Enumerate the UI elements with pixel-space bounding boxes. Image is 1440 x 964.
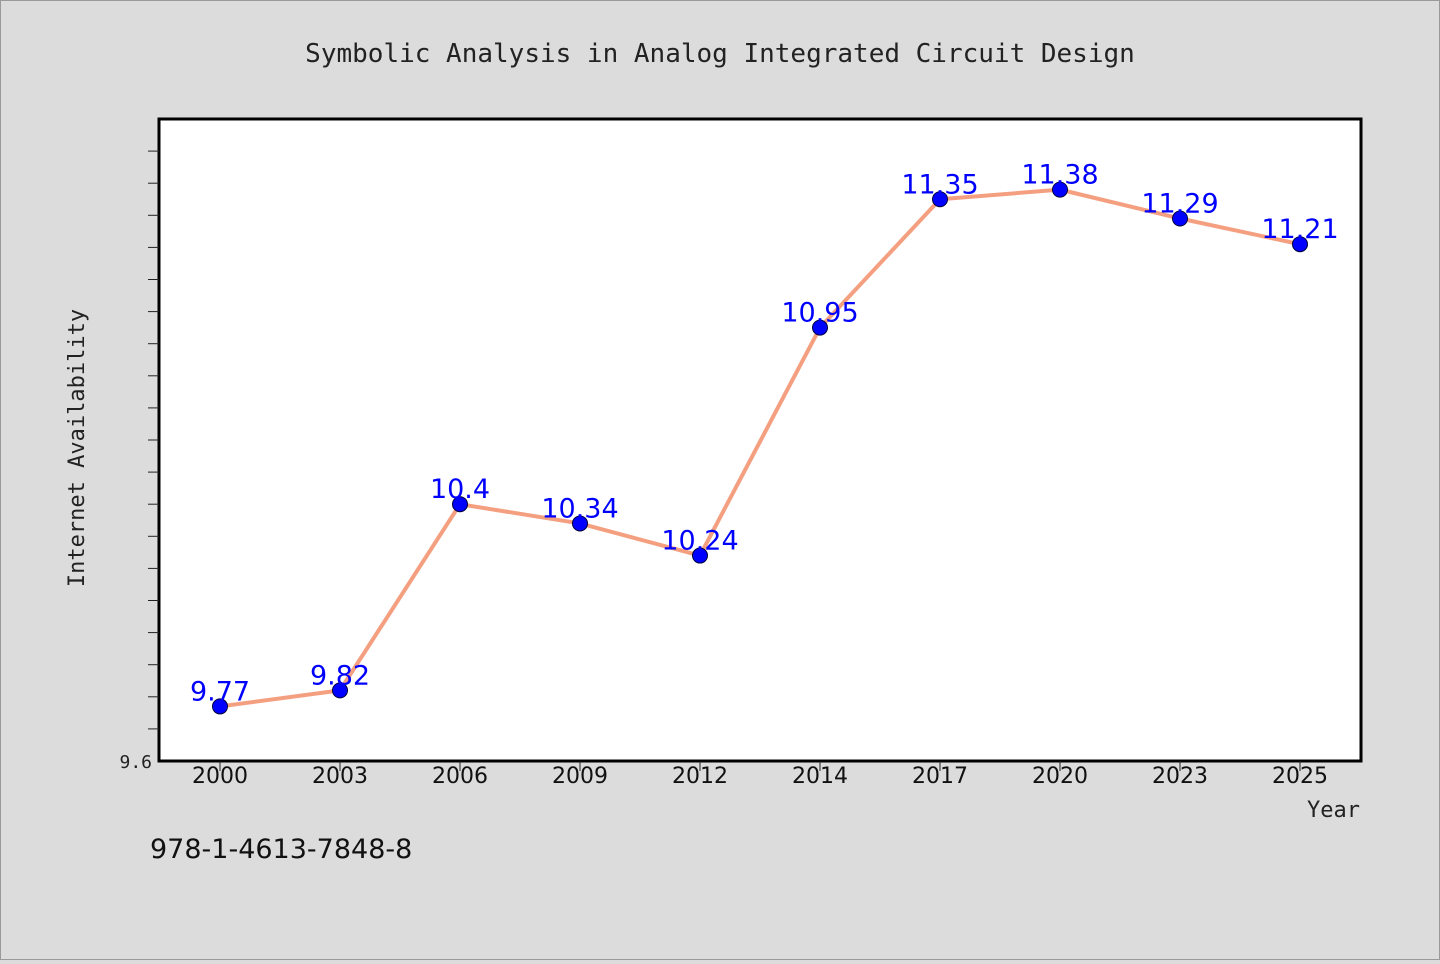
data-point (1052, 181, 1068, 198)
data-label: 11.21 (1261, 214, 1338, 245)
data-label: 11.29 (1141, 189, 1218, 220)
x-tick-label: 2006 (432, 764, 488, 789)
series-layer (218, 187, 1302, 709)
data-point (452, 496, 468, 513)
marker-layer (212, 181, 1308, 715)
data-label: 10.24 (661, 526, 738, 557)
y-axis-ticks: 9.6 (119, 150, 159, 773)
x-tick-label: 2017 (912, 764, 968, 789)
data-point (932, 191, 948, 208)
x-axis-label: Year (1307, 798, 1360, 823)
data-point (692, 547, 708, 564)
data-label: 11.35 (901, 169, 978, 200)
data-label: 10.34 (541, 493, 618, 524)
chart-title: Symbolic Analysis in Analog Integrated C… (305, 39, 1135, 69)
data-point (1172, 210, 1188, 227)
data-label: 9.77 (190, 676, 250, 707)
data-point (1292, 236, 1308, 253)
x-axis-ticks: 2000 2003 2006 2009 2012 2014 2017 2020 2023 2025 (192, 761, 1328, 789)
x-tick-label: 2000 (192, 764, 248, 789)
x-tick-label: 2003 (312, 764, 368, 789)
x-tick-label: 2009 (552, 764, 608, 789)
x-tick-label: 2012 (672, 764, 728, 789)
y-tick-label: 9.6 (119, 752, 152, 773)
data-point (812, 319, 828, 336)
series-line (218, 187, 1302, 709)
x-tick-label: 2025 (1272, 764, 1328, 789)
data-label-layer: 9.77 9.82 10.4 10.34 10.24 10.95 11.35 11.38 11.… (190, 160, 1339, 708)
data-label: 9.82 (310, 660, 370, 691)
isbn-label: 978-1-4613-7848-8 (150, 834, 413, 865)
data-label: 10.95 (781, 298, 858, 329)
data-point (332, 682, 348, 699)
data-label: 11.38 (1021, 160, 1098, 191)
y-axis-label: Internet Availability (65, 309, 90, 587)
data-label: 10.4 (430, 474, 490, 505)
x-tick-label: 2023 (1152, 764, 1208, 789)
data-point (572, 515, 588, 532)
x-tick-label: 2020 (1032, 764, 1088, 789)
data-point (212, 698, 228, 715)
x-tick-label: 2014 (792, 764, 848, 789)
